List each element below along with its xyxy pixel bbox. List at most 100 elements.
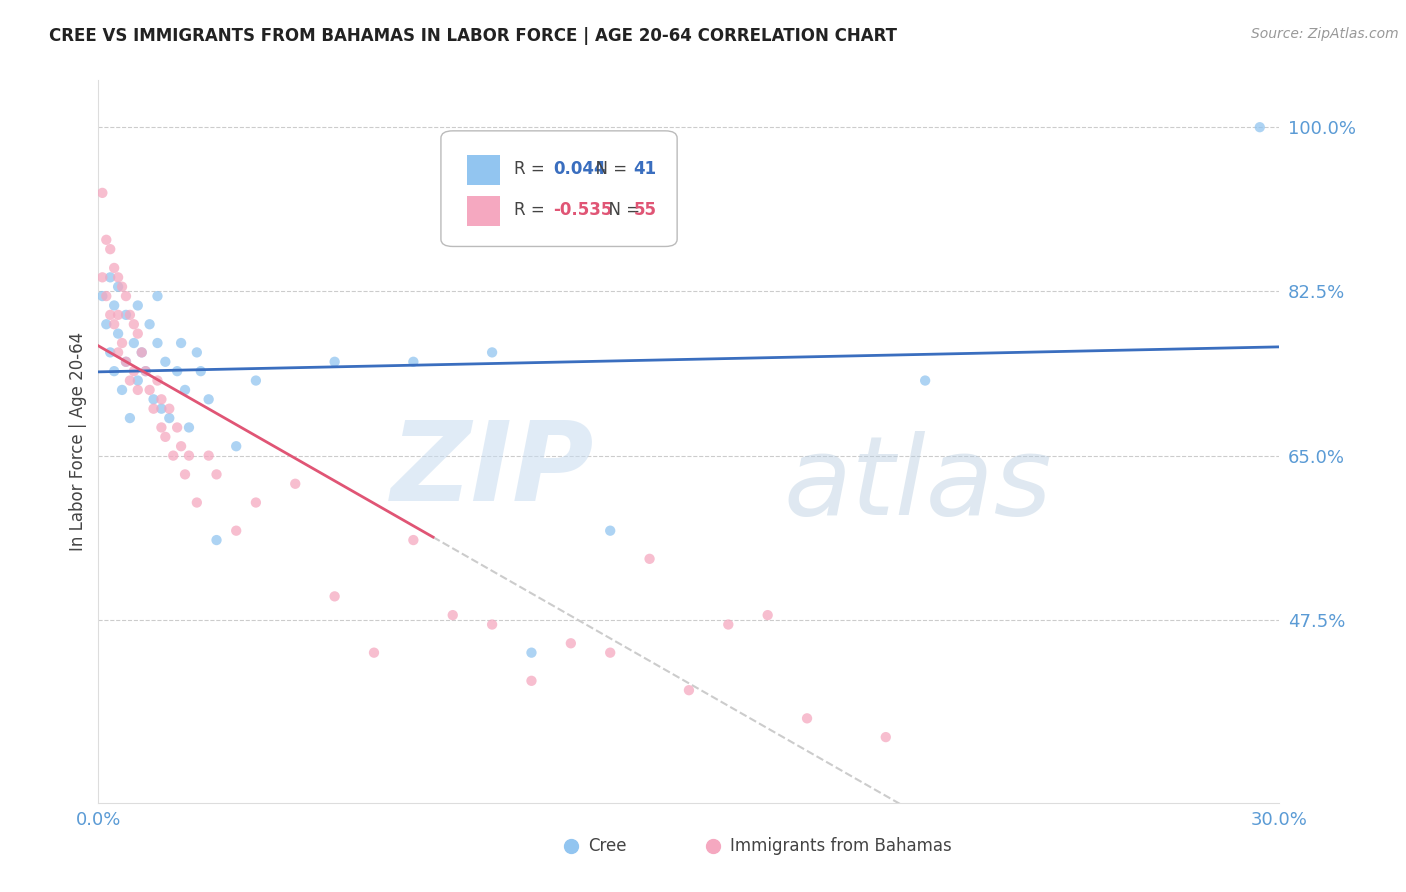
Point <box>599 646 621 660</box>
Point <box>115 355 138 369</box>
Text: N =: N = <box>585 161 633 178</box>
Point <box>127 374 149 388</box>
Point <box>875 730 897 744</box>
Text: N =: N = <box>598 202 645 219</box>
Point <box>520 673 543 688</box>
Point <box>135 364 157 378</box>
Point <box>91 289 114 303</box>
Point <box>107 326 129 341</box>
Point <box>135 364 157 378</box>
Text: -0.535: -0.535 <box>553 202 613 219</box>
Point <box>98 308 121 322</box>
Point <box>520 646 543 660</box>
Text: Source: ZipAtlas.com: Source: ZipAtlas.com <box>1251 27 1399 41</box>
Point <box>157 401 180 416</box>
Point <box>441 608 464 623</box>
Point <box>118 308 141 322</box>
Point <box>174 383 197 397</box>
Point <box>177 449 200 463</box>
Text: atlas: atlas <box>783 432 1052 539</box>
Text: R =: R = <box>515 202 550 219</box>
FancyBboxPatch shape <box>467 196 501 227</box>
Point <box>638 551 661 566</box>
Point <box>796 711 818 725</box>
Point <box>142 401 165 416</box>
Point <box>131 345 153 359</box>
Point <box>115 355 138 369</box>
Point <box>756 608 779 623</box>
Point <box>197 449 219 463</box>
Point <box>363 646 385 660</box>
Point <box>150 420 173 434</box>
Point <box>155 355 177 369</box>
Point <box>122 364 145 378</box>
Point <box>155 430 177 444</box>
Point <box>323 355 346 369</box>
Point <box>111 383 134 397</box>
Point <box>111 279 134 293</box>
Point <box>96 289 118 303</box>
Point <box>138 383 160 397</box>
Point <box>118 411 141 425</box>
Point <box>98 345 121 359</box>
Text: Immigrants from Bahamas: Immigrants from Bahamas <box>730 838 952 855</box>
Point <box>1249 120 1271 135</box>
Point <box>103 260 125 275</box>
Point <box>481 617 503 632</box>
Point <box>103 364 125 378</box>
Point <box>245 495 267 509</box>
Text: ZIP: ZIP <box>391 417 595 524</box>
Text: CREE VS IMMIGRANTS FROM BAHAMAS IN LABOR FORCE | AGE 20-64 CORRELATION CHART: CREE VS IMMIGRANTS FROM BAHAMAS IN LABOR… <box>49 27 897 45</box>
Point <box>678 683 700 698</box>
Point <box>107 308 129 322</box>
Point <box>118 374 141 388</box>
Point <box>177 420 200 434</box>
Point <box>157 411 180 425</box>
Point <box>96 233 118 247</box>
Point <box>107 345 129 359</box>
Text: 55: 55 <box>634 202 657 219</box>
Text: 0.044: 0.044 <box>553 161 606 178</box>
Point <box>205 533 228 547</box>
Point <box>115 289 138 303</box>
Point <box>166 364 188 378</box>
Point <box>127 383 149 397</box>
Point <box>150 401 173 416</box>
Point <box>190 364 212 378</box>
Point <box>284 476 307 491</box>
Point <box>186 495 208 509</box>
Point <box>138 318 160 332</box>
Point <box>323 590 346 604</box>
Point <box>225 439 247 453</box>
Point <box>91 186 114 200</box>
Point <box>150 392 173 407</box>
FancyBboxPatch shape <box>467 154 501 185</box>
Point <box>174 467 197 482</box>
Point <box>170 336 193 351</box>
Point <box>146 289 169 303</box>
Point <box>162 449 184 463</box>
Point <box>98 242 121 256</box>
Point <box>131 345 153 359</box>
Point <box>91 270 114 285</box>
Point <box>103 298 125 312</box>
Point <box>205 467 228 482</box>
Y-axis label: In Labor Force | Age 20-64: In Labor Force | Age 20-64 <box>69 332 87 551</box>
Point <box>481 345 503 359</box>
Point <box>402 533 425 547</box>
Point <box>103 318 125 332</box>
Text: R =: R = <box>515 161 550 178</box>
Point <box>914 374 936 388</box>
Point <box>599 524 621 538</box>
FancyBboxPatch shape <box>441 131 678 246</box>
Point <box>146 374 169 388</box>
Point <box>127 298 149 312</box>
Point <box>142 392 165 407</box>
Point <box>225 524 247 538</box>
Point <box>115 308 138 322</box>
Point <box>122 336 145 351</box>
Point <box>96 318 118 332</box>
Point <box>245 374 267 388</box>
Point <box>98 270 121 285</box>
Point <box>186 345 208 359</box>
